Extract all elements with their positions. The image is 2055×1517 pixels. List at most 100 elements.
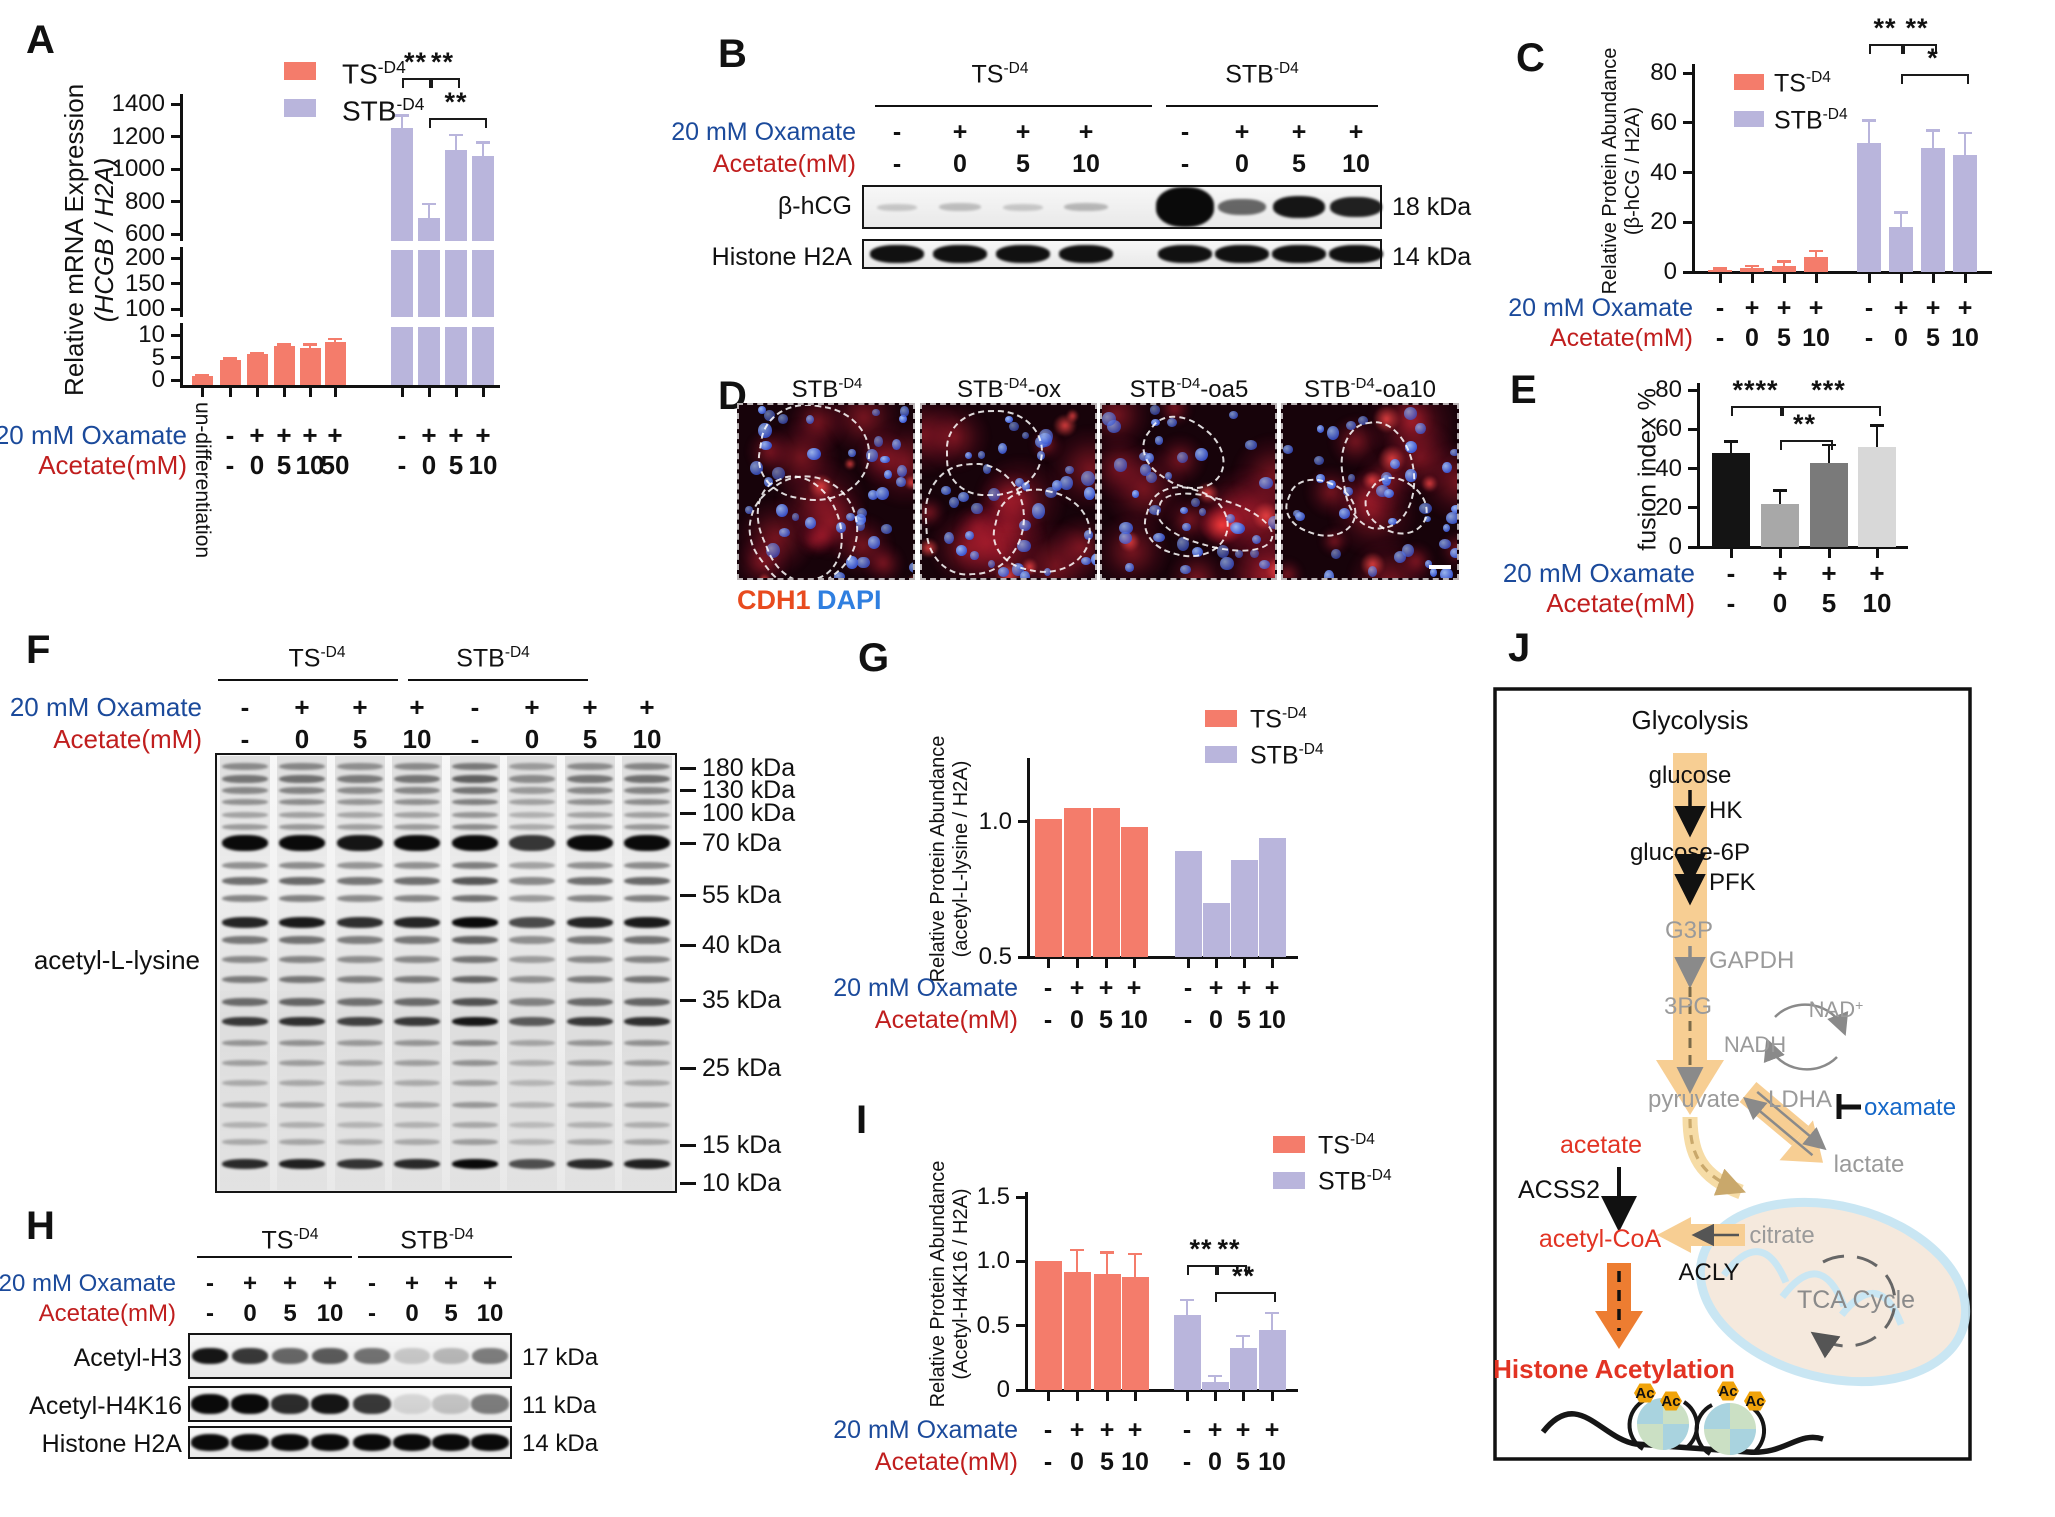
glucose-text: glucose (1649, 762, 1732, 789)
row-title: Acetate(mM) (874, 1448, 1018, 1476)
blot-band (279, 936, 325, 944)
row-value: - (1043, 1006, 1053, 1034)
x-tick (1214, 958, 1218, 968)
nucleus (988, 487, 1001, 501)
error-bar-cap (1894, 211, 1908, 214)
blot-band (222, 936, 268, 944)
y-axis (180, 247, 183, 317)
y-tick (1683, 220, 1693, 224)
row-value: - (470, 692, 480, 722)
error-bar (1867, 120, 1871, 143)
sig-stars: ** (1792, 409, 1816, 439)
bar (1858, 446, 1896, 547)
blot-band (222, 1040, 268, 1047)
blot-band (567, 956, 613, 964)
row-value: - (225, 420, 235, 450)
y-tick (171, 167, 181, 171)
error-bar-cap (1713, 267, 1727, 270)
blot-band (567, 786, 613, 794)
blot-band (452, 1121, 498, 1128)
row-value: 10 (1258, 1448, 1286, 1476)
blot-band (394, 1080, 440, 1086)
error-bar (400, 115, 404, 129)
nucleus (1451, 504, 1457, 514)
error-bar-cap (1128, 1252, 1142, 1256)
blot-band (933, 245, 987, 263)
blot-band (1059, 245, 1113, 263)
rotated-x-label: un-differentiation (191, 402, 214, 559)
row-value: 10 (476, 1300, 504, 1327)
bar (1857, 142, 1881, 272)
nucleus (1139, 451, 1151, 462)
error-bar-cap (1724, 440, 1738, 443)
y-tick-label: 1.0 (976, 1247, 1010, 1275)
x-tick (1729, 548, 1733, 558)
y-tick (1016, 1324, 1026, 1328)
row-value: 10 (1072, 150, 1100, 178)
row-title: 20 mM Oxamate (671, 118, 856, 146)
scale-bar (1429, 565, 1451, 569)
row-value: - (206, 1300, 214, 1327)
nucleus (1154, 436, 1164, 445)
row-title: Acetate(mM) (874, 1006, 1018, 1034)
pathway-diagram: Glycolysis glucose HK glucose-6P PFK G3P… (1493, 687, 1972, 1461)
y-tick-label: 60 (1650, 108, 1677, 136)
blot-band (222, 835, 268, 852)
x-tick (1899, 273, 1903, 283)
error-bar (1075, 1249, 1079, 1272)
blot-lane-smear (507, 756, 557, 1190)
blot-band (624, 1159, 670, 1170)
nucleus (867, 490, 878, 500)
marker-label: 55 kDa (702, 881, 782, 909)
nucleus (880, 524, 893, 534)
cdh1-bright-spot (1196, 481, 1219, 505)
panel-label-b: B (718, 32, 747, 76)
y-tick-label: 1400 (111, 90, 165, 117)
nucleus (1084, 530, 1094, 541)
blot-band (222, 774, 268, 783)
bar (1921, 147, 1945, 272)
blot-band (191, 1394, 229, 1414)
blot-band (222, 1139, 268, 1146)
blot-band (624, 894, 670, 902)
y-tick-label: 1.5 (976, 1183, 1010, 1210)
error-bar-cap (422, 202, 436, 206)
blot-band (567, 823, 613, 830)
blot-band (939, 203, 981, 211)
blot-band (471, 1433, 509, 1451)
row-title: Acetate(mM) (1546, 588, 1695, 618)
row-value: - (397, 420, 407, 450)
y-axis (180, 323, 183, 386)
nucleus (872, 409, 880, 416)
error-bar (1827, 444, 1831, 463)
error-bar (1899, 212, 1903, 228)
blot-label-acetyl-h4k16: Acetyl-H4K16 (29, 1392, 182, 1420)
blot-band (222, 762, 268, 770)
group-underline (197, 1256, 352, 1258)
blot-band (452, 1139, 498, 1146)
row-value: + (322, 1270, 337, 1297)
blot-band (624, 861, 670, 869)
nucleus (1388, 518, 1397, 526)
blot-band (353, 1433, 391, 1451)
nucleus (1149, 405, 1161, 415)
row-value: - (470, 724, 480, 754)
nucleus (1405, 468, 1417, 483)
blot-band (192, 1348, 228, 1364)
row-value: + (1291, 118, 1307, 146)
legend-swatch-stb (1734, 111, 1764, 127)
blot-band (870, 245, 924, 263)
row-value: 0 (1208, 1448, 1222, 1476)
nucleus (835, 522, 846, 533)
blot-band (452, 835, 498, 852)
y-tick-label: 200 (124, 244, 165, 271)
blot-band (279, 799, 325, 806)
nucleus (1414, 422, 1426, 435)
blot-band (337, 1102, 383, 1108)
blot-band (394, 1159, 440, 1170)
nucleus (1357, 415, 1369, 426)
blot-band (1273, 196, 1325, 218)
pyruvate-to-mito-dash (1688, 1118, 1746, 1196)
y-tick (1688, 545, 1698, 549)
sig-bracket (1780, 406, 1881, 416)
